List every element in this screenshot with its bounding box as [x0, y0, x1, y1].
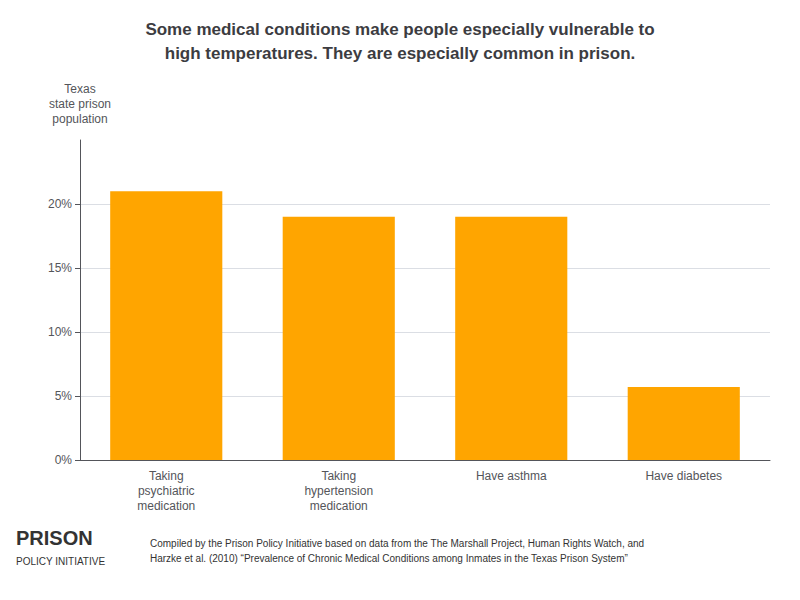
svg-text:population: population [52, 112, 107, 126]
svg-text:psychiatric: psychiatric [138, 484, 195, 498]
svg-text:PRISON: PRISON [16, 527, 93, 549]
svg-text:10%: 10% [48, 325, 72, 339]
svg-text:5%: 5% [55, 389, 73, 403]
svg-text:Taking: Taking [149, 469, 184, 483]
svg-text:Texas: Texas [64, 82, 95, 96]
svg-text:state prison: state prison [49, 97, 111, 111]
svg-text:Have diabetes: Have diabetes [645, 469, 722, 483]
svg-text:Taking: Taking [321, 469, 356, 483]
svg-text:medication: medication [310, 499, 368, 513]
svg-text:15%: 15% [48, 261, 72, 275]
svg-text:high temperatures. They are es: high temperatures. They are especially c… [165, 44, 635, 63]
svg-text:Have asthma: Have asthma [476, 469, 547, 483]
svg-text:POLICY INITIATIVE: POLICY INITIATIVE [16, 556, 105, 567]
svg-text:hypertension: hypertension [304, 484, 373, 498]
svg-text:Some medical conditions make p: Some medical conditions make people espe… [145, 20, 654, 39]
svg-text:medication: medication [137, 499, 195, 513]
svg-text:Harzke et al. (2010) “Prevalen: Harzke et al. (2010) “Prevalence of Chro… [150, 553, 628, 564]
svg-text:20%: 20% [48, 197, 72, 211]
svg-text:Compiled by the Prison Policy: Compiled by the Prison Policy Initiative… [150, 538, 644, 549]
svg-text:0%: 0% [55, 453, 73, 467]
